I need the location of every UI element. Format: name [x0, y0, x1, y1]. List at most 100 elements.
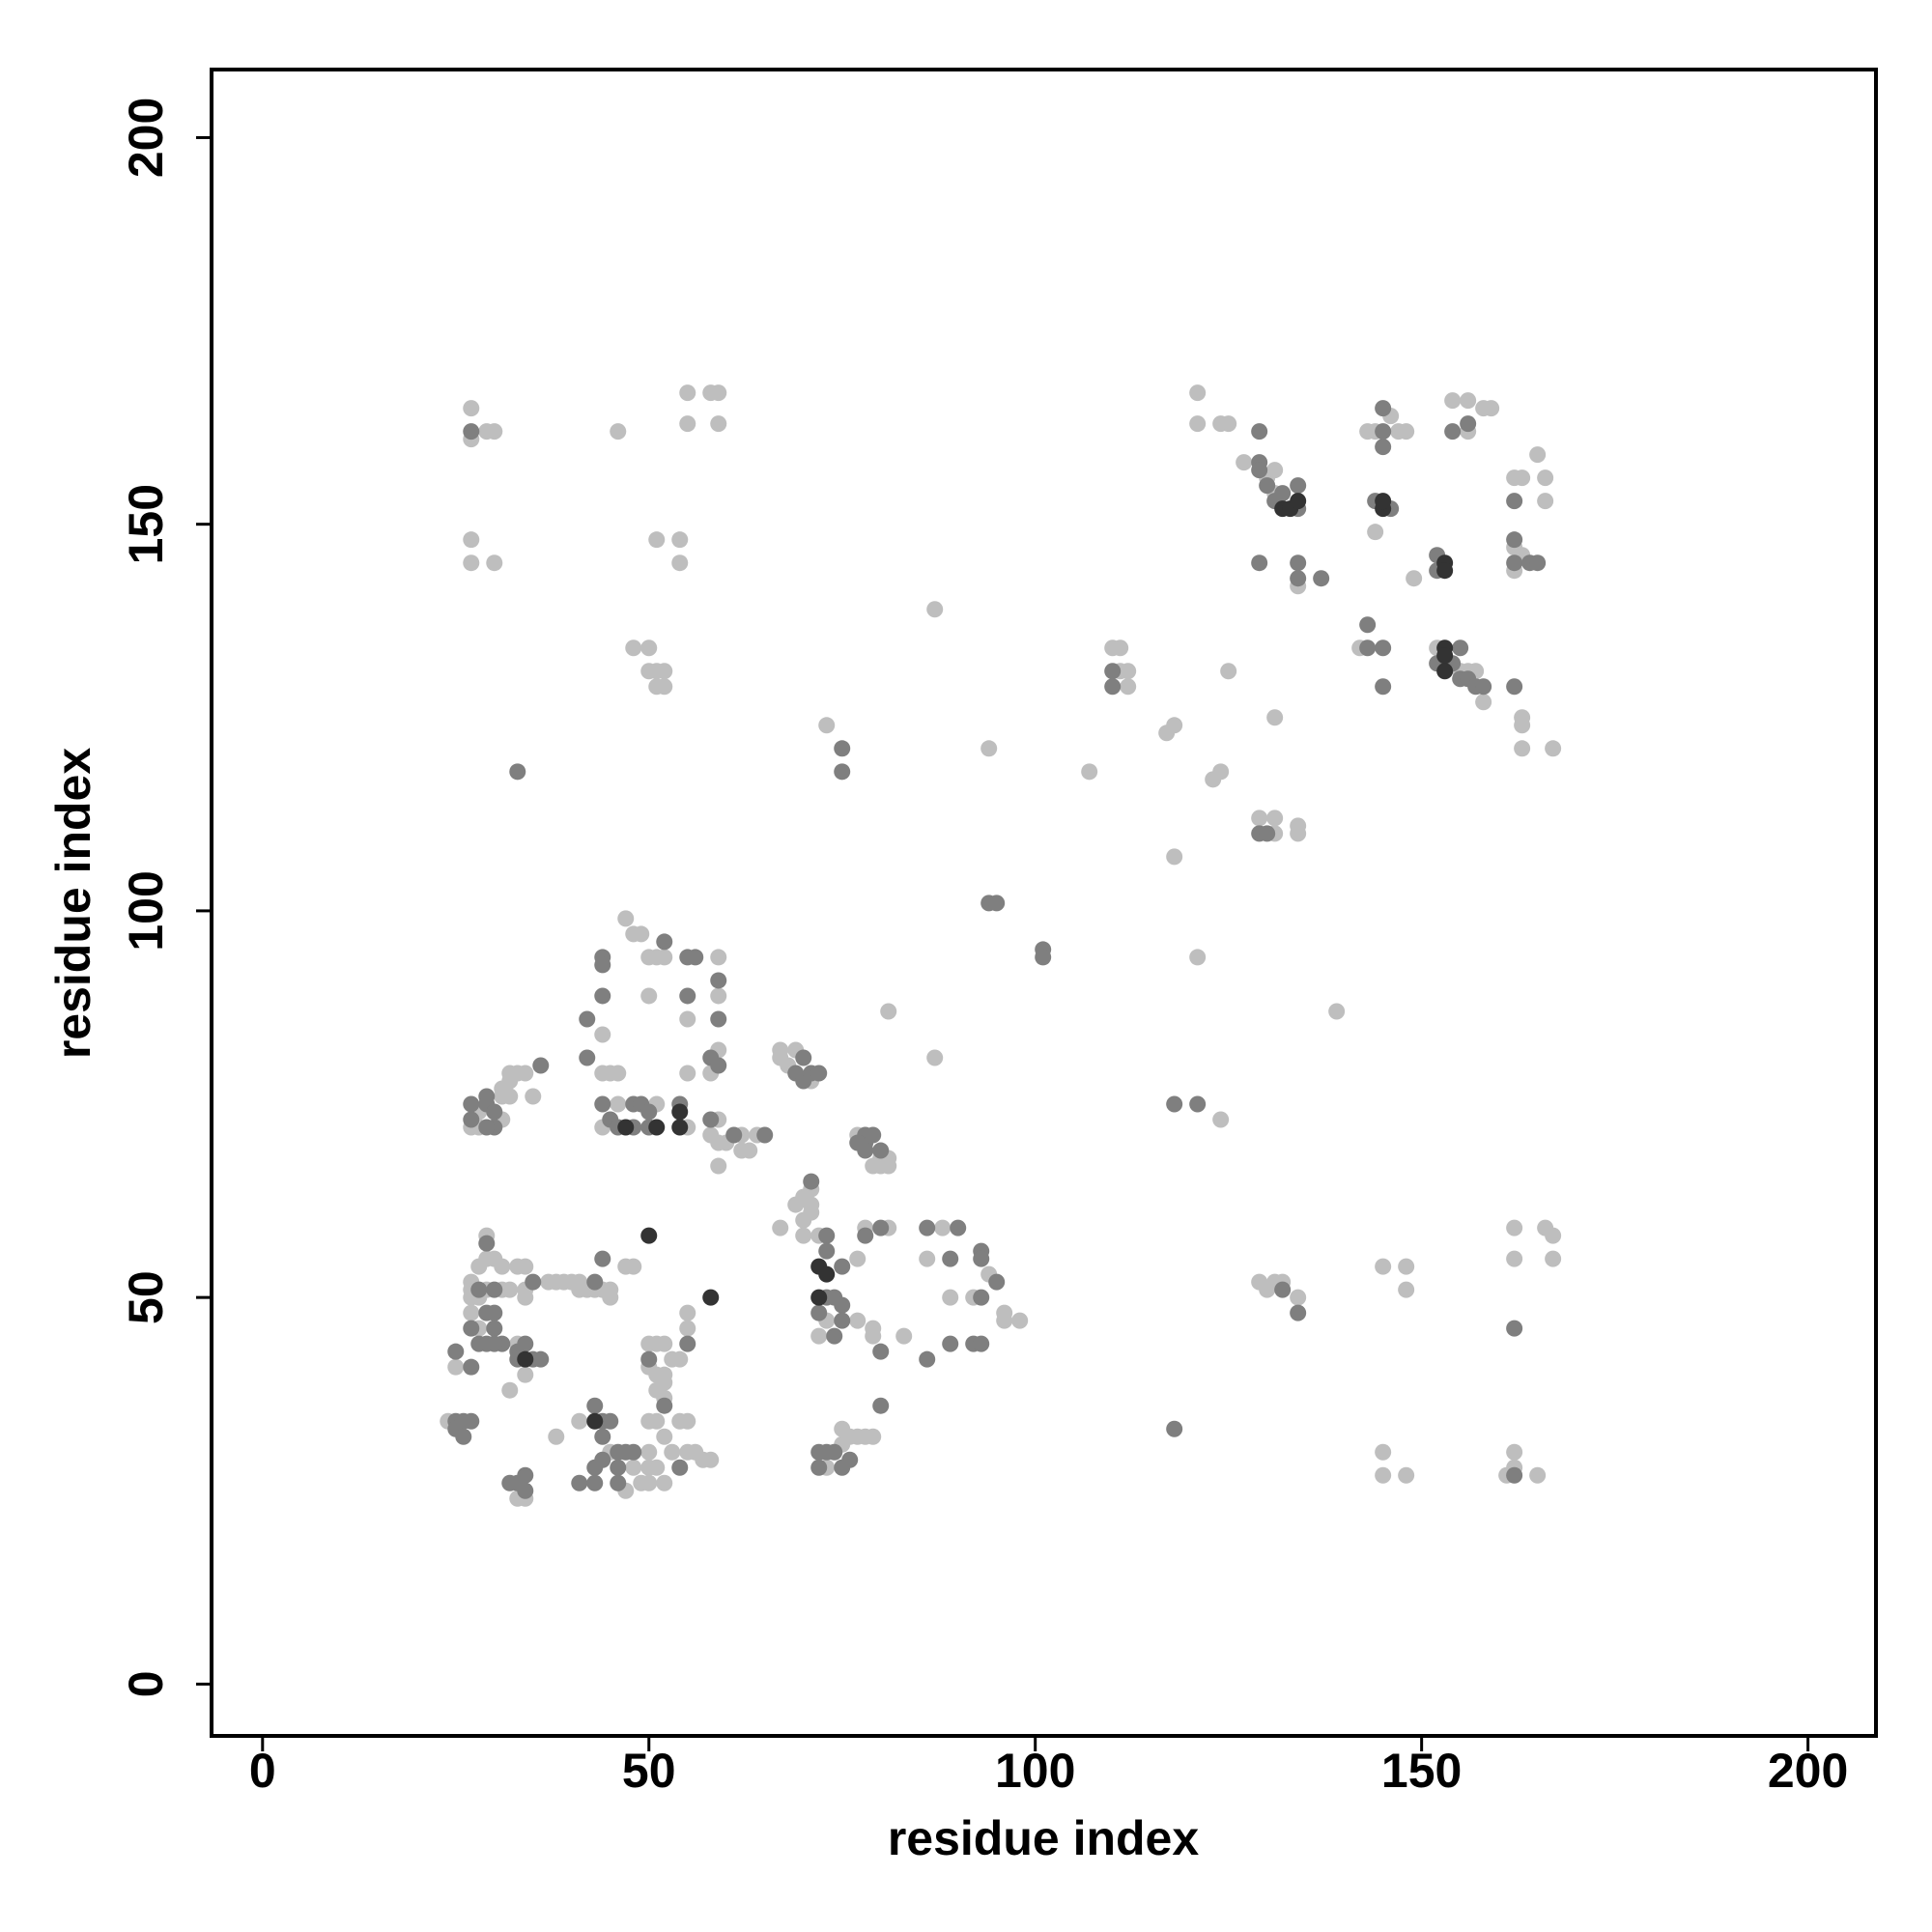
- point: [610, 1065, 627, 1082]
- point: [679, 1304, 696, 1321]
- point: [625, 1459, 642, 1476]
- point: [826, 1443, 843, 1461]
- point: [1290, 1289, 1307, 1306]
- point: [463, 1304, 480, 1321]
- point: [1506, 1466, 1523, 1484]
- point: [810, 1065, 828, 1082]
- point: [1537, 469, 1554, 487]
- point: [1266, 462, 1284, 479]
- point: [610, 1095, 627, 1113]
- x-tick-label: 50: [622, 1744, 676, 1798]
- point: [463, 1111, 480, 1128]
- point: [1375, 639, 1392, 657]
- point: [1398, 423, 1415, 440]
- point: [525, 1088, 542, 1105]
- point: [1514, 717, 1531, 734]
- point: [1506, 1443, 1523, 1461]
- point: [1035, 949, 1052, 966]
- point: [702, 1289, 720, 1306]
- point: [865, 1327, 882, 1345]
- point: [1537, 493, 1554, 510]
- point: [872, 1343, 890, 1360]
- y-tick-label: 150: [119, 484, 173, 564]
- point: [988, 1273, 1006, 1291]
- point: [679, 1065, 696, 1082]
- point: [810, 1459, 828, 1476]
- point: [640, 1350, 658, 1368]
- point: [640, 1443, 658, 1461]
- point: [671, 1103, 689, 1121]
- point: [1375, 1443, 1392, 1461]
- point: [633, 925, 650, 943]
- point: [1274, 1281, 1292, 1298]
- point: [656, 949, 673, 966]
- point: [640, 639, 658, 657]
- point: [463, 1412, 480, 1430]
- point: [1398, 1466, 1415, 1484]
- point: [486, 1103, 503, 1121]
- point: [810, 1289, 828, 1306]
- point: [602, 1289, 619, 1306]
- point: [463, 1358, 480, 1376]
- point: [1120, 678, 1137, 696]
- point: [463, 554, 480, 572]
- point: [849, 1312, 867, 1329]
- point: [463, 423, 480, 440]
- point: [1120, 663, 1137, 680]
- point: [671, 1459, 689, 1476]
- point: [926, 601, 944, 618]
- point: [1266, 709, 1284, 726]
- point: [1290, 477, 1307, 495]
- point: [517, 1335, 534, 1352]
- point: [501, 1281, 519, 1298]
- point: [919, 1350, 936, 1368]
- point: [810, 1327, 828, 1345]
- point: [586, 1412, 604, 1430]
- point: [625, 1443, 642, 1461]
- point: [548, 1428, 565, 1445]
- point: [656, 1474, 673, 1492]
- point: [1444, 423, 1462, 440]
- point: [1220, 663, 1237, 680]
- point: [679, 1335, 696, 1352]
- point: [1444, 392, 1462, 410]
- point: [725, 1126, 743, 1144]
- point: [1189, 384, 1207, 402]
- point: [679, 384, 696, 402]
- point: [1375, 1466, 1392, 1484]
- point: [486, 1304, 503, 1321]
- point: [648, 1412, 666, 1430]
- point: [1529, 1466, 1547, 1484]
- point: [517, 1466, 534, 1484]
- point: [1375, 439, 1392, 456]
- point: [594, 1026, 611, 1043]
- point: [795, 1211, 812, 1229]
- point: [501, 1088, 519, 1105]
- point: [741, 1142, 758, 1159]
- point: [950, 1219, 967, 1236]
- point: [640, 987, 658, 1005]
- point: [1251, 554, 1268, 572]
- point: [1313, 570, 1330, 587]
- point: [1436, 663, 1454, 680]
- point: [1529, 554, 1547, 572]
- point: [1545, 1227, 1562, 1244]
- point: [463, 400, 480, 417]
- point: [1220, 415, 1237, 433]
- point: [919, 1250, 936, 1267]
- point: [1290, 570, 1307, 587]
- point: [1290, 554, 1307, 572]
- point: [980, 740, 998, 757]
- point: [1506, 678, 1523, 696]
- point: [1251, 423, 1268, 440]
- x-tick-label: 150: [1381, 1744, 1462, 1798]
- point: [787, 1196, 805, 1213]
- point: [1104, 663, 1122, 680]
- point: [1359, 639, 1377, 657]
- point: [895, 1327, 913, 1345]
- point: [1545, 1250, 1562, 1267]
- point: [463, 1095, 480, 1113]
- point: [710, 384, 727, 402]
- point: [834, 1312, 851, 1329]
- point: [834, 1296, 851, 1314]
